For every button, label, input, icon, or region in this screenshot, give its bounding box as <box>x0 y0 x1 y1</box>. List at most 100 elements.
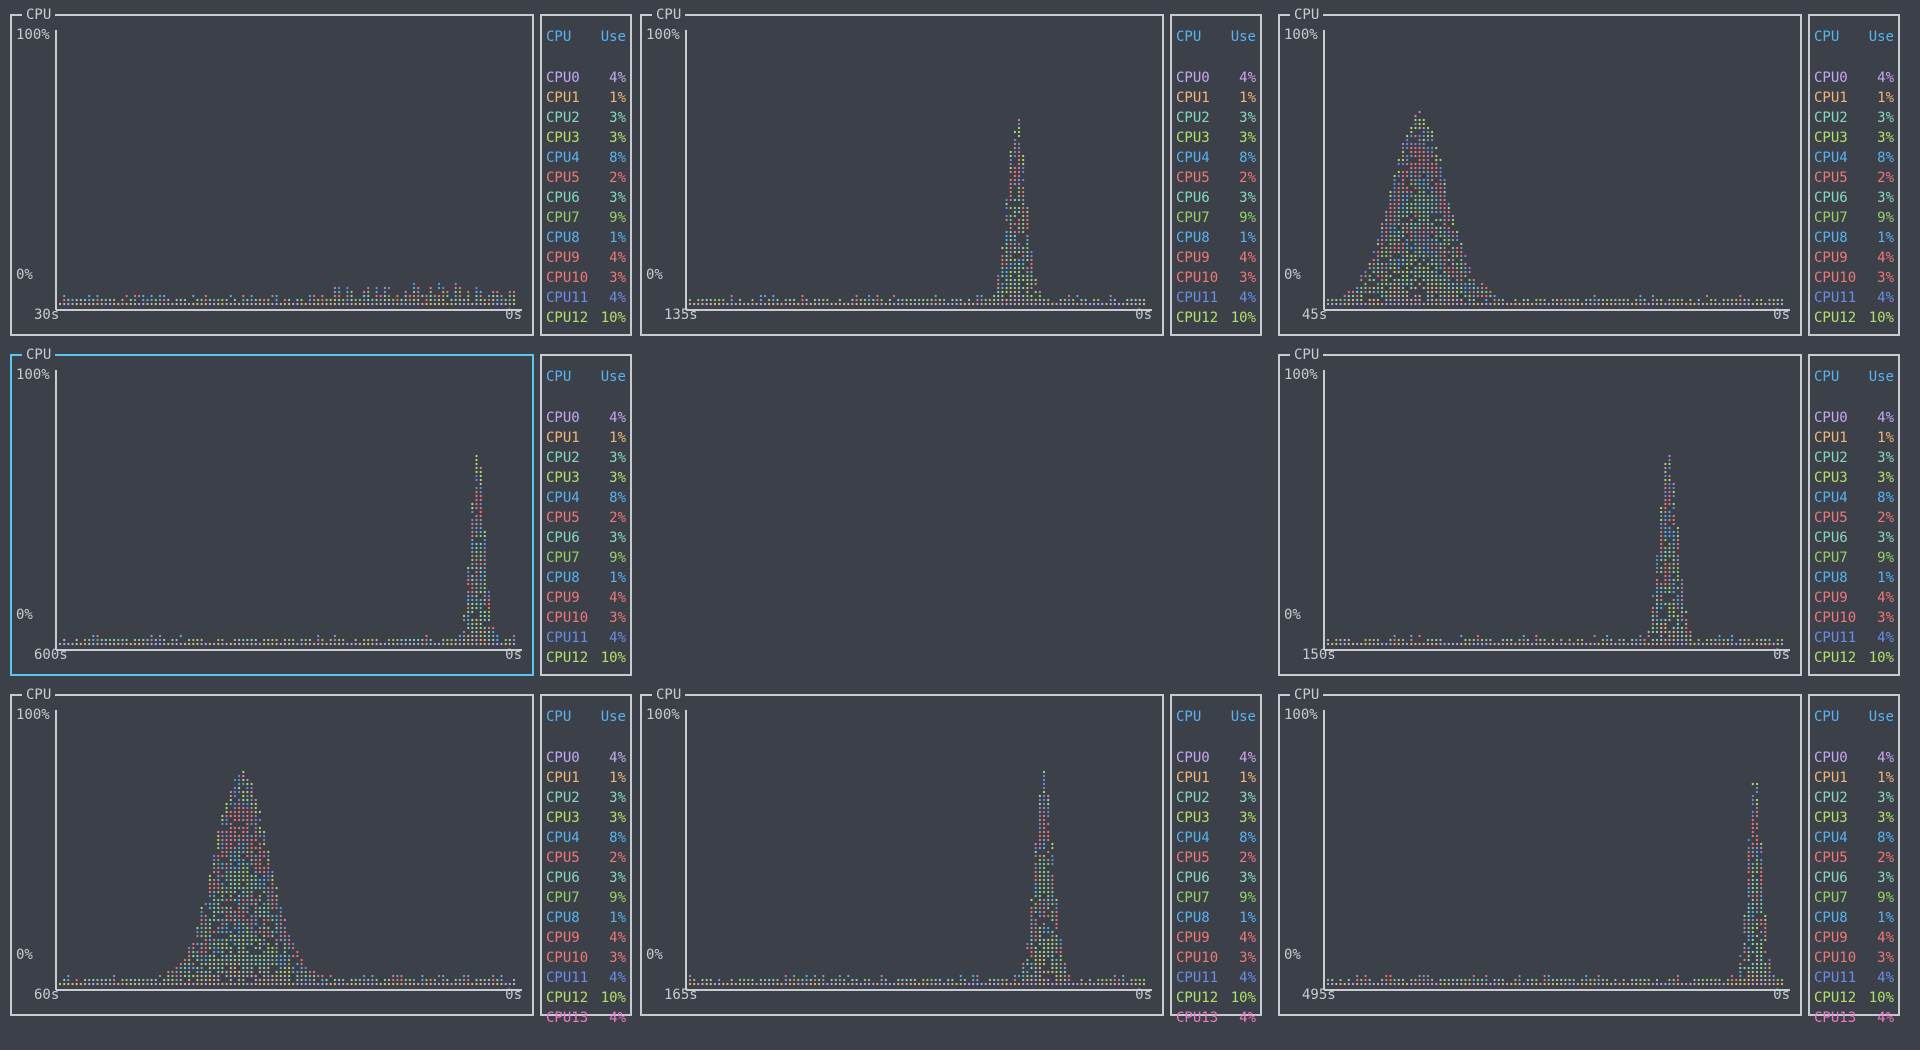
cpu-legend-box[interactable]: CPU Use CPU0 4% CPU1 1% CPU2 3% CPU3 3% CPU4 8% CPU5… <box>1808 354 1900 676</box>
usage-dot <box>1030 906 1033 910</box>
cpu-graph-box[interactable]: CPU 100% 0% 165s 0s <box>640 685 1164 1016</box>
usage-dot <box>1406 274 1409 278</box>
cpu-name: CPU4 <box>1176 150 1210 166</box>
usage-dot <box>258 882 261 886</box>
legend-row: CPU0 4% <box>1176 748 1256 768</box>
usage-dot <box>1485 978 1488 982</box>
usage-dot <box>1418 642 1421 646</box>
usage-dot <box>1022 254 1025 258</box>
cpu-graph-box[interactable]: CPU 100% 0% 150s 0s <box>1278 345 1802 676</box>
usage-dot <box>404 298 407 302</box>
usage-dot <box>1664 514 1667 518</box>
cpu-graph-box[interactable]: CPU 100% 0% 495s 0s <box>1278 685 1802 1016</box>
cpu-graph-box[interactable]: CPU 100% 0% 45s 0s <box>1278 5 1802 336</box>
usage-dot <box>1026 294 1029 298</box>
usage-dot <box>1013 246 1016 250</box>
cpu-graph-box[interactable]: CPU 100% 0% 30s 0s <box>10 5 534 336</box>
usage-dot <box>1456 294 1459 298</box>
usage-dot <box>242 946 245 950</box>
cpu-panel-p8[interactable]: CPU 100% 0% 165s 0s CPU Use CPU0 4% CPU1 1% CPU2 3% C… <box>640 685 1262 1026</box>
usage-dot <box>1660 582 1663 586</box>
usage-dot <box>467 290 470 294</box>
usage-dot <box>267 982 270 986</box>
usage-dot <box>379 642 382 646</box>
cpu-legend-box[interactable]: CPU Use CPU0 4% CPU1 1% CPU2 3% CPU3 3% CPU4 8% CPU5… <box>1808 694 1900 1026</box>
usage-dot <box>688 982 692 986</box>
usage-dot <box>217 842 220 846</box>
usage-dot <box>1042 838 1046 842</box>
usage-dot <box>1389 230 1392 234</box>
cpu-panel-p3[interactable]: CPU 100% 0% 45s 0s CPU Use CPU0 4% CPU1 1% CPU2 3% CP… <box>1278 5 1900 336</box>
usage-dot <box>1676 530 1679 534</box>
cpu-name: CPU3 <box>546 470 580 486</box>
usage-dot <box>242 950 245 954</box>
usage-dot <box>1539 638 1542 642</box>
usage-dot <box>200 974 203 978</box>
usage-dot <box>279 926 282 930</box>
usage-dot <box>258 858 261 862</box>
usage-dot <box>1026 210 1029 214</box>
cpu-use: 10% <box>1868 310 1894 326</box>
cpu-legend-box[interactable]: CPU Use CPU0 4% CPU1 1% CPU2 3% CPU3 3% CPU4 8% CPU5… <box>1808 14 1900 336</box>
cpu-legend-box[interactable]: CPU Use CPU0 4% CPU1 1% CPU2 3% CPU3 3% CPU4 8% CPU5… <box>540 14 632 336</box>
cpu-legend-box[interactable]: CPU Use CPU0 4% CPU1 1% CPU2 3% CPU3 3% CPU4 8% CPU5… <box>540 694 632 1026</box>
usage-dot <box>225 910 228 914</box>
usage-dot <box>1406 226 1409 230</box>
usage-dot <box>246 882 249 886</box>
usage-dot <box>893 982 896 986</box>
cpu-panel-p7[interactable]: CPU 100% 0% 60s 0s CPU Use CPU0 4% CPU1 1% CPU2 3% CP… <box>10 685 632 1026</box>
usage-dot <box>1026 242 1029 246</box>
cpu-legend-box[interactable]: CPU Use CPU0 4% CPU1 1% CPU2 3% CPU3 3% CPU4 8% CPU5… <box>540 354 632 676</box>
usage-dot <box>400 974 403 978</box>
cpu-legend-box[interactable]: CPU Use CPU0 4% CPU1 1% CPU2 3% CPU3 3% CPU4 8% CPU5… <box>1170 694 1262 1026</box>
usage-dot <box>1335 638 1338 642</box>
usage-dot <box>1038 978 1041 982</box>
usage-dot <box>1013 298 1016 302</box>
cpu-use: 1% <box>1877 770 1894 786</box>
usage-dot <box>1389 262 1392 266</box>
usage-dot <box>1751 834 1754 838</box>
usage-dot <box>797 982 800 986</box>
cpu-graph-box[interactable]: CPU 100% 0% 600s 0s <box>10 345 534 676</box>
usage-dot <box>200 962 203 966</box>
usage-dot <box>1376 638 1380 642</box>
legend-rows: CPU0 4% CPU1 1% CPU2 3% CPU3 3% CPU4 8% CPU5 2% CPU6… <box>546 748 626 1028</box>
usage-dot <box>1022 190 1025 194</box>
usage-dot <box>1672 982 1675 986</box>
usage-dot <box>1059 942 1062 946</box>
usage-dot <box>1410 634 1413 638</box>
cpu-panel-p2[interactable]: CPU 100% 0% 135s 0s CPU Use CPU0 4% CPU1 1% CPU2 3% C… <box>640 5 1262 336</box>
cpu-use: 4% <box>609 410 626 426</box>
usage-dot <box>242 642 245 646</box>
usage-dot <box>479 478 482 482</box>
cpu-panel-p1[interactable]: CPU 100% 0% 30s 0s CPU Use CPU0 4% CPU1 1% CPU2 3% CP… <box>10 5 632 336</box>
usage-dot <box>487 642 491 646</box>
usage-dot <box>258 930 261 934</box>
usage-dot <box>483 550 486 554</box>
cpu-graph-box[interactable]: CPU 100% 0% 135s 0s <box>640 5 1164 336</box>
usage-dot <box>479 610 482 614</box>
usage-dot <box>1672 302 1675 306</box>
cpu-legend-box[interactable]: CPU Use CPU0 4% CPU1 1% CPU2 3% CPU3 3% CPU4 8% CPU5… <box>1170 14 1262 336</box>
cpu-panel-p6[interactable]: CPU 100% 0% 150s 0s CPU Use CPU0 4% CPU1 1% CPU2 3% C… <box>1278 345 1900 676</box>
usage-dot <box>271 982 274 986</box>
usage-dot <box>1005 978 1008 982</box>
usage-dot <box>1655 566 1659 570</box>
usage-dot <box>1047 870 1050 874</box>
usage-dot <box>471 606 474 610</box>
usage-dot <box>1393 218 1396 222</box>
usage-dot <box>1055 926 1058 930</box>
usage-dot <box>363 978 366 982</box>
cpu-graph-box[interactable]: CPU 100% 0% 60s 0s <box>10 685 534 1016</box>
usage-dot <box>1397 218 1400 222</box>
usage-dot <box>1597 298 1600 302</box>
usage-dot <box>1730 638 1734 642</box>
cpu-panel-p4[interactable]: CPU 100% 0% 600s 0s CPU Use CPU0 4% CPU1 1% CPU2 3% C… <box>10 345 632 676</box>
usage-dot <box>204 970 207 974</box>
cpu-panel-p9[interactable]: CPU 100% 0% 495s 0s CPU Use CPU0 4% CPU1 1% CPU2 3% C… <box>1278 685 1900 1026</box>
usage-dot <box>1755 934 1759 938</box>
usage-dot <box>1755 642 1759 646</box>
usage-dot <box>233 834 236 838</box>
usage-dot <box>467 978 470 982</box>
usage-dot <box>1685 642 1688 646</box>
